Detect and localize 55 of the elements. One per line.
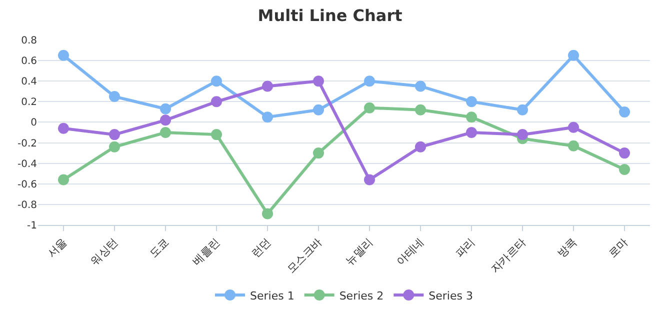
legend-label: Series 1 <box>250 289 294 302</box>
point <box>619 148 630 159</box>
point <box>466 127 477 138</box>
point <box>619 164 630 175</box>
point <box>58 122 69 134</box>
y-tick-label: 0 <box>30 118 37 129</box>
point <box>619 106 630 118</box>
point <box>58 50 69 61</box>
point <box>415 80 426 92</box>
chart-title: Multi Line Chart <box>258 6 403 25</box>
point <box>364 76 375 87</box>
point <box>466 96 477 108</box>
point <box>58 174 69 186</box>
point <box>415 141 426 152</box>
point <box>568 122 579 133</box>
point <box>160 114 171 126</box>
y-tick-label: 0.6 <box>21 56 37 68</box>
point <box>517 129 528 140</box>
point <box>109 129 120 140</box>
x-tick-label: 서울 <box>44 236 70 260</box>
point <box>109 91 120 102</box>
y-tick-label: -0.6 <box>17 179 37 190</box>
point <box>517 104 528 116</box>
point <box>160 103 171 114</box>
point <box>262 208 273 220</box>
y-tick-label: -0.4 <box>17 158 37 170</box>
point <box>415 104 426 116</box>
y-tick-label: -1 <box>27 220 37 232</box>
y-tick-label: 0.4 <box>21 76 37 88</box>
y-tick-label: -0.2 <box>17 138 37 150</box>
point <box>466 112 477 123</box>
point <box>211 129 222 140</box>
point <box>568 140 579 152</box>
point <box>262 80 273 92</box>
point <box>313 148 324 159</box>
point <box>364 174 375 186</box>
point <box>313 76 324 87</box>
x-tick-label: 도쿄 <box>146 236 172 260</box>
x-tick-label: 방콕 <box>554 236 580 260</box>
y-tick-label: 0.8 <box>21 36 37 46</box>
point <box>160 127 171 138</box>
point <box>211 76 222 87</box>
x-tick-label: 런던 <box>248 236 274 260</box>
legend-label: Series 2 <box>339 289 384 302</box>
y-tick-label: 0.2 <box>21 97 37 108</box>
legend-label: Series 3 <box>428 289 473 302</box>
x-tick-label: 파리 <box>452 236 478 260</box>
point <box>109 141 120 152</box>
point <box>262 112 273 123</box>
point <box>568 50 579 61</box>
point <box>313 104 324 116</box>
y-tick-label: -0.8 <box>17 200 37 211</box>
point <box>364 102 375 114</box>
x-tick-label: 로마 <box>606 236 631 260</box>
point <box>211 96 222 108</box>
